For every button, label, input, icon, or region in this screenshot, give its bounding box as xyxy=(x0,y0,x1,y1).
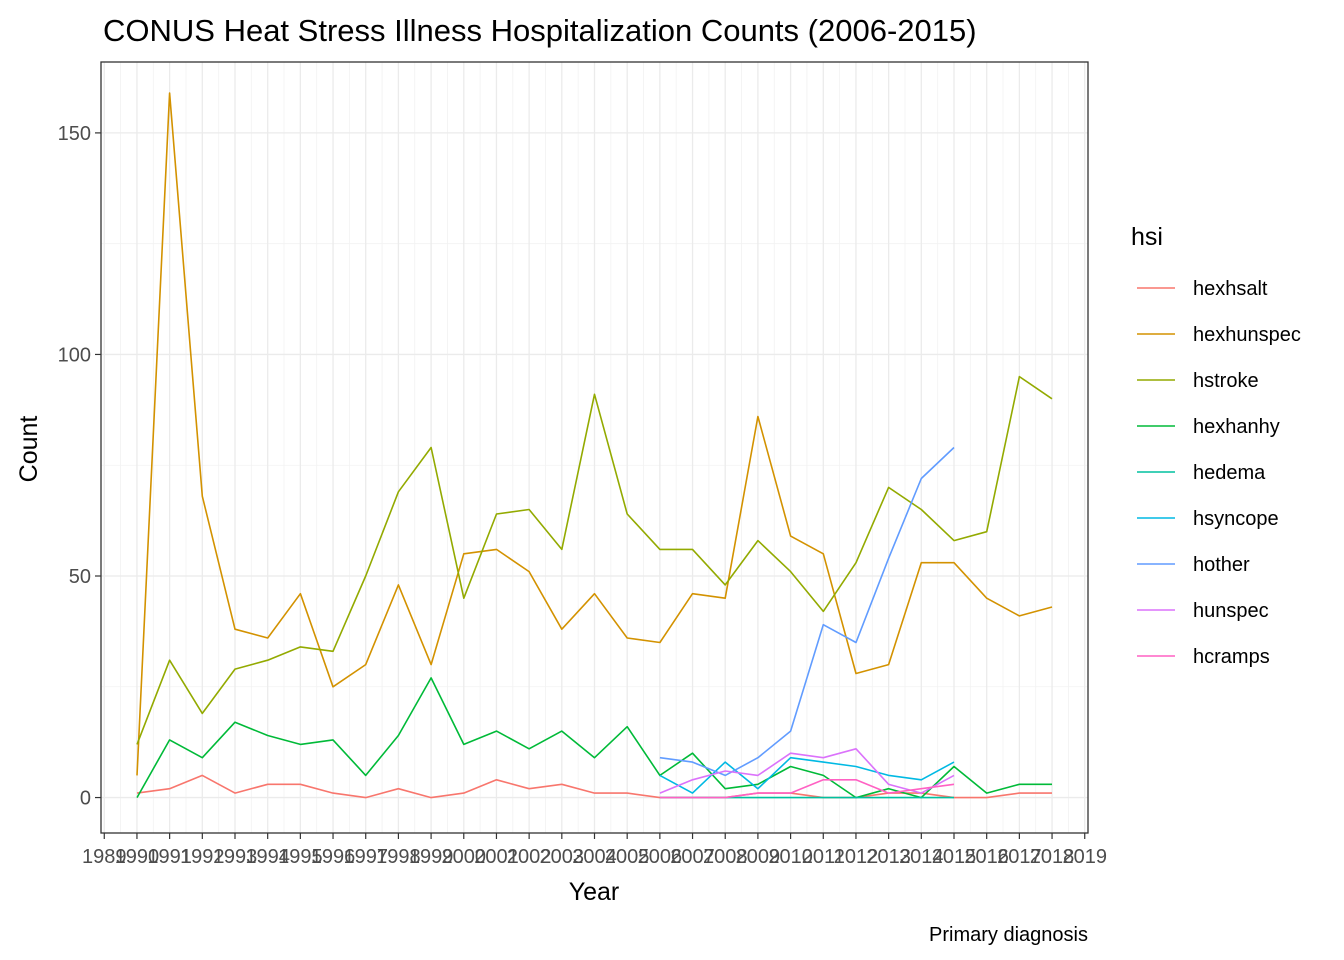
x-tick-label: 2017 xyxy=(997,846,1042,868)
x-tick-label: 2011 xyxy=(802,846,845,868)
series-line-hexhsalt xyxy=(136,774,1052,799)
y-tick-label: 150 xyxy=(58,123,91,145)
x-tick-label: 2005 xyxy=(605,846,650,868)
series-lines xyxy=(136,92,1053,799)
legend: hexhsalt hexhunspec hstroke hexhanhy hedema h… xyxy=(1137,278,1301,668)
legend-item-hexhanhy: hexhanhy xyxy=(1137,416,1280,438)
x-tick-label: 1993 xyxy=(213,846,258,868)
x-tick-label: 2010 xyxy=(768,846,813,868)
legend-label-hcramps: hcramps xyxy=(1193,646,1270,668)
x-tick-label: 2019 xyxy=(1062,846,1107,868)
legend-item-hsyncope: hsyncope xyxy=(1137,508,1279,530)
x-tick-label: 2002 xyxy=(507,846,552,868)
series-line-hunspec xyxy=(659,748,955,794)
series-line-hcramps xyxy=(659,779,955,799)
x-tick-label: 1997 xyxy=(343,846,388,868)
x-tick-label: 2015 xyxy=(932,846,977,868)
legend-label-hexhsalt: hexhsalt xyxy=(1193,278,1268,300)
legend-item-hexhsalt: hexhsalt xyxy=(1137,278,1268,300)
x-tick-label: 1996 xyxy=(311,846,356,868)
y-tick-label: 0 xyxy=(80,788,91,810)
legend-label-hedema: hedema xyxy=(1193,462,1266,484)
x-tick-label: 2013 xyxy=(866,846,911,868)
x-tick-label: 2000 xyxy=(442,846,487,868)
legend-item-hcramps: hcramps xyxy=(1137,646,1270,668)
legend-item-hexhunspec: hexhunspec xyxy=(1137,324,1301,346)
caption: Primary diagnosis xyxy=(929,924,1088,946)
legend-item-hother: hother xyxy=(1137,554,1250,576)
x-tick-label: 2016 xyxy=(964,846,1009,868)
x-tick-label: 2006 xyxy=(638,846,683,868)
x-tick-label: 2008 xyxy=(703,846,748,868)
series-line-hother xyxy=(659,446,955,777)
x-tick-label: 1990 xyxy=(115,846,160,868)
legend-label-hsyncope: hsyncope xyxy=(1193,508,1279,530)
legend-label-hother: hother xyxy=(1193,554,1250,576)
legend-label-hstroke: hstroke xyxy=(1193,370,1259,392)
y-axis-title: Count xyxy=(15,416,43,483)
y-axis-ticks: 0 50 100 150 xyxy=(58,123,101,810)
legend-label-hexhanhy: hexhanhy xyxy=(1193,416,1280,438)
series-line-hsyncope xyxy=(659,756,955,794)
legend-item-hunspec: hunspec xyxy=(1137,600,1269,622)
legend-item-hstroke: hstroke xyxy=(1137,370,1259,392)
x-tick-label: 2012 xyxy=(834,846,879,868)
x-axis-ticks: 1989199019911992199319941995199619971998… xyxy=(82,833,1107,868)
x-tick-label: 1998 xyxy=(376,846,421,868)
x-tick-label: 1995 xyxy=(278,846,323,868)
chart-title: CONUS Heat Stress Illness Hospitalizatio… xyxy=(103,13,977,48)
x-tick-label: 2004 xyxy=(572,846,617,868)
x-axis-title: Year xyxy=(569,878,620,906)
legend-item-hedema: hedema xyxy=(1137,462,1266,484)
legend-label-hexhunspec: hexhunspec xyxy=(1193,324,1301,346)
y-tick-label: 50 xyxy=(69,566,91,588)
series-line-hstroke xyxy=(136,375,1053,745)
series-line-hexhunspec xyxy=(136,92,1053,776)
x-tick-label: 2003 xyxy=(540,846,585,868)
y-tick-label: 100 xyxy=(58,344,91,366)
legend-title: hsi xyxy=(1131,223,1163,251)
x-tick-label: 1989 xyxy=(82,846,127,868)
x-tick-label: 2001 xyxy=(474,846,519,868)
x-tick-label: 2007 xyxy=(670,846,715,868)
x-tick-label: 1992 xyxy=(180,846,225,868)
legend-label-hunspec: hunspec xyxy=(1193,600,1269,622)
x-tick-label: 1991 xyxy=(147,846,192,868)
x-tick-label: 1994 xyxy=(245,846,290,868)
x-tick-label: 2018 xyxy=(1030,846,1075,868)
grid xyxy=(101,62,1088,833)
x-tick-label: 1999 xyxy=(409,846,454,868)
x-tick-label: 2014 xyxy=(899,846,944,868)
x-tick-label: 2009 xyxy=(736,846,781,868)
